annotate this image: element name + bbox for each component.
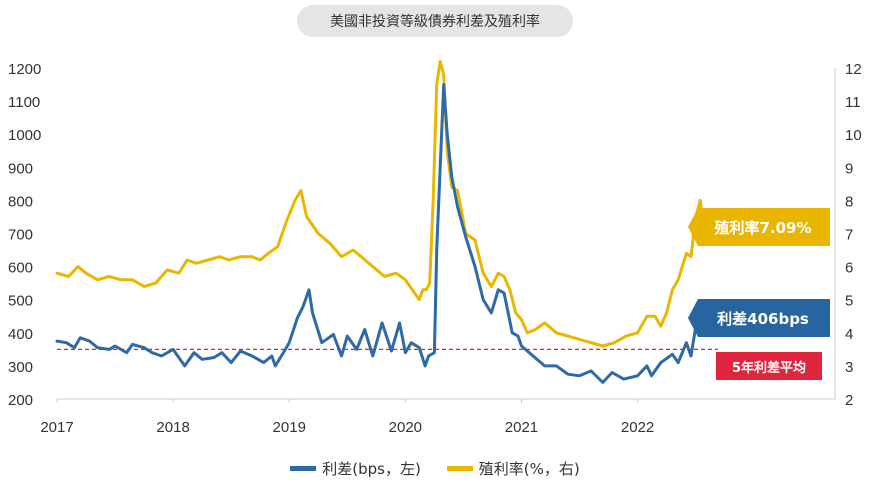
- x-tick-label: 2022: [621, 419, 654, 436]
- yield-series-line: [55, 59, 706, 348]
- y-left-tick-label: 400: [8, 326, 33, 343]
- x-tick-label: 2020: [389, 419, 422, 436]
- x-tick-label: 2019: [273, 419, 306, 436]
- x-tick-label: 2017: [40, 419, 73, 436]
- legend-swatch-spread: [290, 465, 317, 471]
- y-left-tick-label: 800: [8, 193, 33, 210]
- y-left-tick-label: 1100: [8, 94, 40, 111]
- y-left-tick-label: 600: [8, 260, 33, 277]
- legend: 利差(bps，左) 殖利率(%，右): [0, 456, 870, 480]
- chart-title: 美國非投資等級債券利差及殖利率: [297, 5, 573, 37]
- yield-end-label: 殖利率7.09%: [688, 208, 830, 246]
- y-left-tick-label: 900: [8, 160, 33, 177]
- spread-series-line: [55, 83, 706, 384]
- legend-swatch-yield: [446, 465, 473, 471]
- y-right-tick-label: 12: [845, 61, 862, 78]
- legend-item-spread: 利差(bps，左): [290, 458, 421, 479]
- legend-item-yield: 殖利率(%，右): [446, 458, 580, 479]
- x-tick-label: 2018: [156, 419, 189, 436]
- y-right-tick-label: 3: [845, 359, 853, 376]
- y-left-tick-label: 1200: [8, 61, 41, 78]
- spread-end-label: 利差406bps: [688, 299, 830, 337]
- y-right-tick-label: 2: [845, 392, 853, 409]
- y-right-tick-label: 5: [845, 293, 853, 310]
- y-right-tick-label: 9: [845, 160, 853, 177]
- legend-label-spread: 利差(bps，左): [322, 459, 421, 478]
- x-tick-label: 2021: [505, 419, 538, 436]
- y-right-tick-label: 7: [845, 227, 853, 244]
- y-left-tick-label: 700: [8, 227, 33, 244]
- average-line-label: 5年利差平均: [716, 352, 822, 380]
- y-right-tick-label: 11: [845, 94, 861, 111]
- y-right-tick-label: 8: [845, 193, 853, 210]
- y-right-tick-label: 10: [845, 127, 862, 144]
- legend-label-yield: 殖利率(%，右): [478, 459, 580, 478]
- y-right-tick-label: 6: [845, 260, 853, 277]
- y-left-tick-label: 500: [8, 293, 33, 310]
- y-right-tick-label: 4: [845, 326, 853, 343]
- y-left-tick-label: 200: [8, 392, 33, 409]
- y-left-tick-label: 1000: [8, 127, 41, 144]
- y-left-tick-label: 300: [8, 359, 33, 376]
